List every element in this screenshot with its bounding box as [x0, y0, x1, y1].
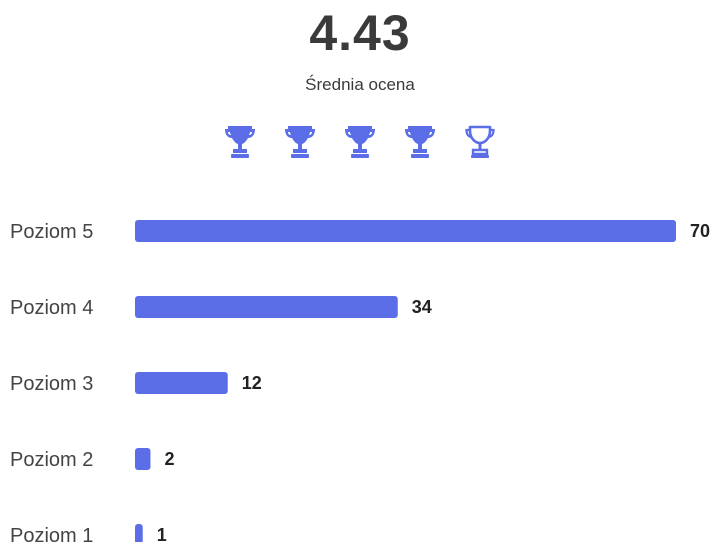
rating-distribution-chart: Poziom 5 70 Poziom 4 34 Poziom 3 12 Poziom 2 2 P… — [10, 220, 710, 542]
data-label: 12 — [242, 373, 262, 393]
trophy-icon — [345, 126, 375, 158]
category-label: Poziom 2 — [10, 449, 93, 471]
trophy-icon — [285, 126, 315, 158]
bar — [135, 524, 143, 542]
category-label: Poziom 3 — [10, 373, 93, 395]
bar — [135, 296, 398, 318]
data-label: 2 — [164, 449, 174, 469]
trophy-rating — [0, 122, 720, 160]
bar — [135, 448, 151, 470]
category-label: Poziom 4 — [10, 297, 93, 319]
trophy-icon — [405, 126, 435, 158]
average-score-label: Średnia ocena — [305, 75, 415, 94]
category-label: Poziom 1 — [10, 525, 93, 542]
data-label: 1 — [157, 525, 167, 542]
category-label: Poziom 5 — [10, 221, 93, 243]
data-label: 34 — [412, 297, 432, 317]
data-label: 70 — [690, 221, 710, 241]
trophy-icon — [465, 125, 495, 158]
average-score: 4.43 — [309, 5, 411, 61]
trophy-icon — [225, 126, 255, 158]
bar — [135, 220, 676, 242]
bar — [135, 372, 228, 394]
